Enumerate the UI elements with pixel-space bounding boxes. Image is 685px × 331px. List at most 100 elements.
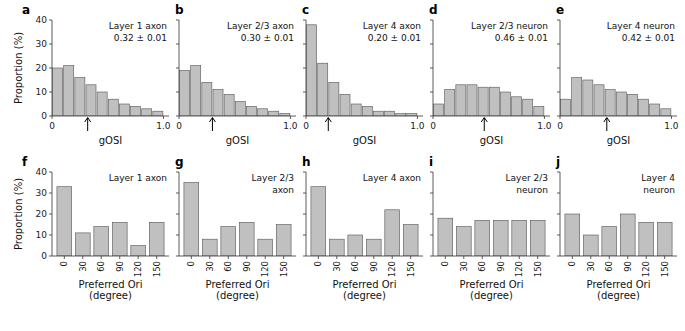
y-tick-label: 30 (36, 188, 48, 198)
x-tick (500, 256, 501, 259)
figure: 01020304001.0Layer 1 axon0.32 ± 0.01agOS… (0, 0, 685, 331)
x-tick (482, 256, 483, 259)
bar (523, 99, 533, 116)
x-tick (290, 116, 291, 119)
bar (583, 80, 593, 116)
bar (512, 220, 527, 256)
panel-letter: j (555, 155, 560, 169)
x-axis-label: Preferred Ori(degree) (460, 279, 524, 301)
bar (276, 225, 291, 257)
x-tick-label: 30 (586, 261, 596, 272)
x-axis-label: Preferred Ori(degree) (333, 279, 397, 301)
bar (534, 106, 544, 116)
panel-letter: c (302, 3, 309, 17)
x-tick-label: 0 (186, 261, 196, 266)
x-tick (373, 256, 374, 259)
x-tick-label: 0 (440, 261, 450, 266)
bar (373, 111, 383, 116)
bar (235, 102, 245, 116)
y-tick (303, 235, 306, 236)
bar (184, 183, 199, 257)
bars (565, 214, 672, 256)
mean-arrow (481, 118, 487, 132)
bar (112, 222, 127, 256)
x-axis-label: gOSI (353, 135, 377, 146)
x-tick (572, 256, 573, 259)
x-tick (179, 116, 180, 119)
x-tick-label: 90 (623, 261, 633, 272)
mean-arrow (85, 118, 91, 132)
y-tick-label: 20 (36, 209, 48, 219)
y-tick (49, 68, 52, 69)
x-tick-label: 60 (604, 261, 614, 272)
x-tick-label: 120 (514, 261, 524, 277)
x-tick-label: 90 (496, 261, 506, 272)
y-tick (49, 20, 52, 21)
y-tick (303, 193, 306, 194)
bar (605, 90, 615, 116)
bar (75, 233, 90, 256)
bar (239, 222, 254, 256)
x-tick-label: 1.0 (537, 121, 552, 131)
bar (366, 239, 381, 256)
bar (131, 106, 141, 116)
bar (657, 222, 672, 256)
x-tick-label: 90 (242, 261, 252, 272)
y-tick-label: 0 (41, 251, 47, 261)
bar (53, 68, 63, 116)
bar (530, 220, 545, 256)
bar (269, 111, 279, 116)
x-tick-label: 150 (660, 261, 670, 277)
bar (202, 239, 217, 256)
x-tick-label: 0 (303, 121, 309, 131)
x-tick (318, 256, 319, 259)
x-axis-line (306, 256, 423, 257)
x-tick (433, 116, 434, 119)
bar (362, 106, 372, 116)
x-axis-label: Preferred Ori(degree) (79, 279, 143, 301)
bar (639, 222, 654, 256)
panel-subtitle: axon (272, 185, 294, 195)
arrow-head (209, 118, 215, 123)
y-tick (303, 44, 306, 45)
arrow-shaft (87, 118, 88, 131)
bar (403, 225, 418, 257)
x-axis-line (433, 116, 550, 117)
arrow-shaft (212, 118, 213, 131)
bar (142, 109, 152, 116)
x-tick (544, 116, 545, 119)
y-tick-label: 10 (36, 230, 48, 240)
x-tick (228, 256, 229, 259)
y-tick (557, 68, 560, 69)
panel-title: Layer 4 neuron (607, 21, 675, 31)
x-axis-line (560, 116, 677, 117)
bars (311, 187, 418, 256)
panel-letter: h (302, 155, 311, 169)
x-axis-label: gOSI (226, 135, 250, 146)
bar (224, 94, 234, 116)
y-axis-label: Proportion (%) (13, 178, 24, 250)
x-tick (101, 256, 102, 259)
y-tick (176, 20, 179, 21)
y-tick (176, 92, 179, 93)
y-tick (49, 116, 52, 117)
panel-title: Layer 4 (641, 173, 675, 183)
x-tick (283, 256, 284, 259)
y-tick (430, 256, 433, 257)
bar (348, 235, 363, 256)
bar (213, 90, 223, 116)
y-tick (557, 172, 560, 173)
arrow-shaft (328, 118, 329, 131)
x-axis-line (433, 256, 550, 257)
y-tick (557, 214, 560, 215)
bar (620, 214, 635, 256)
y-tick (49, 172, 52, 173)
arrow-head (604, 118, 610, 123)
panel-title: Layer 4 axon (363, 21, 421, 31)
y-tick (49, 44, 52, 45)
bar (75, 78, 85, 116)
bar (512, 97, 522, 116)
bar (467, 85, 477, 116)
y-tick (557, 20, 560, 21)
x-tick-label: 120 (387, 261, 397, 277)
